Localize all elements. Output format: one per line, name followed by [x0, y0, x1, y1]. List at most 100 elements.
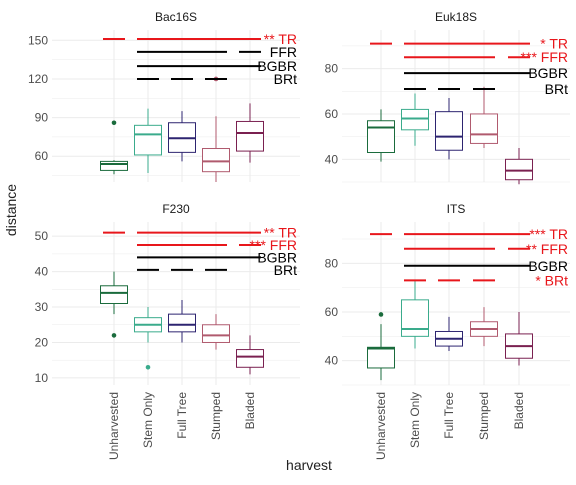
comparison-ffr: *** FFR — [137, 237, 297, 253]
box-body — [367, 346, 395, 369]
comparison-label: BGBR — [528, 65, 568, 81]
x-tick-label: Full Tree — [175, 392, 189, 439]
y-tick-label: 20 — [35, 335, 49, 349]
box-full-tree — [168, 299, 196, 343]
y-tick-label: 40 — [325, 152, 339, 166]
comparison-brt: BRt — [137, 71, 297, 87]
comparison-label: *** FFR — [250, 237, 297, 253]
x-tick-label: Stumped — [477, 392, 491, 440]
y-tick-label: 40 — [325, 354, 339, 368]
comparison-label: * TR — [540, 36, 568, 52]
box-stem-only — [134, 307, 162, 370]
y-tick-label: 60 — [325, 107, 339, 121]
comparison-label: BRt — [545, 81, 568, 97]
box-body — [168, 313, 196, 333]
panel-title: ITS — [447, 202, 466, 216]
box-body — [401, 108, 429, 131]
y-tick-label: 10 — [35, 371, 49, 385]
y-axis-label: distance — [3, 184, 19, 236]
box-bladed — [505, 312, 533, 366]
box-stem-only — [401, 93, 429, 146]
y-tick-label: 60 — [325, 305, 339, 319]
comparison-ffr: ** FFR — [404, 241, 568, 257]
box-stumped — [470, 307, 498, 347]
outlier-point — [111, 333, 117, 338]
box-bladed — [236, 103, 264, 163]
y-tick-label: 30 — [35, 300, 49, 314]
box-bladed — [505, 147, 533, 185]
comparison-label: * BRt — [535, 272, 568, 288]
x-tick-label: Stem Only — [408, 392, 422, 448]
comparison-label: ** FFR — [526, 241, 568, 257]
comparison-label: FFR — [270, 44, 297, 60]
panel-title: F230 — [162, 202, 190, 216]
y-tick-label: 80 — [325, 256, 339, 270]
comparison-label: ** TR — [264, 225, 297, 241]
y-tick-label: 90 — [35, 111, 49, 125]
box-body — [435, 111, 463, 151]
box-body — [202, 148, 230, 173]
x-tick-label: Unharvested — [374, 392, 388, 460]
box-unharvested — [367, 312, 395, 381]
comparison-label: BRt — [274, 71, 297, 87]
x-tick-label: Bladed — [512, 392, 526, 429]
comparison-brt: BRt — [404, 81, 568, 97]
y-tick-label: 60 — [35, 149, 49, 163]
x-tick-label: Bladed — [243, 392, 257, 429]
outlier-point — [111, 120, 117, 126]
box-stumped — [470, 86, 498, 148]
comparison-tr: ** TR — [103, 31, 297, 47]
box-stumped — [202, 76, 230, 182]
x-tick-label: Stumped — [209, 392, 223, 440]
box-unharvested — [100, 120, 128, 175]
box-body — [470, 113, 498, 144]
box-stumped — [202, 314, 230, 350]
box-body — [401, 299, 429, 337]
box-body — [100, 285, 128, 305]
comparison-brt: * BRt — [404, 272, 568, 288]
box-body — [202, 324, 230, 343]
comparison-brt: BRt — [137, 262, 297, 278]
comparison-label: BGBR — [257, 58, 297, 74]
y-tick-label: 80 — [325, 62, 339, 76]
comparison-label: *** TR — [529, 226, 568, 242]
box-full-tree — [168, 111, 196, 162]
box-body — [236, 349, 264, 368]
box-body — [236, 120, 264, 152]
box-stem-only — [134, 108, 162, 173]
box-body — [505, 158, 533, 181]
y-tick-label: 40 — [35, 265, 49, 279]
box-unharvested — [100, 271, 128, 338]
x-tick-label: Unharvested — [107, 392, 121, 460]
comparison-bgbr: BGBR — [137, 58, 297, 74]
comparison-label: BRt — [274, 262, 297, 278]
comparison-bgbr: BGBR — [404, 258, 568, 274]
y-tick-label: 150 — [28, 33, 48, 47]
box-body — [100, 160, 128, 171]
box-bladed — [236, 335, 264, 375]
x-axis-label: harvest — [286, 457, 332, 473]
comparison-ffr: *** FFR — [404, 49, 568, 65]
x-tick-label: Full Tree — [442, 392, 456, 439]
panel-title: Bac16S — [155, 10, 197, 24]
y-tick-label: 50 — [35, 229, 49, 243]
box-unharvested — [367, 109, 395, 162]
comparison-label: BGBR — [257, 249, 297, 265]
outlier-point — [145, 364, 151, 370]
box-body — [367, 120, 395, 154]
comparison-bgbr: BGBR — [137, 249, 297, 265]
box-body — [134, 124, 162, 156]
comparison-tr: ** TR — [103, 225, 297, 241]
comparison-tr: *** TR — [370, 226, 568, 242]
box-full-tree — [435, 316, 463, 351]
outlier-point — [378, 312, 384, 317]
comparison-label: *** FFR — [521, 49, 568, 65]
comparison-ffr: FFR — [137, 44, 297, 60]
comparison-label: BGBR — [528, 258, 568, 274]
